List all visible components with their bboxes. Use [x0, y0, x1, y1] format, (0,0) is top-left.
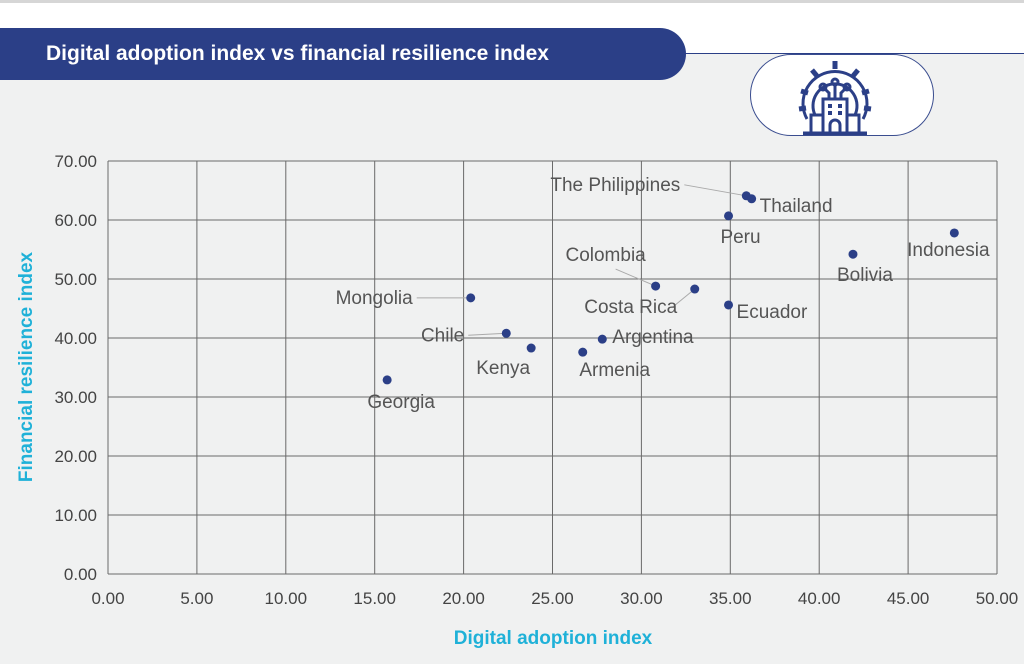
point-label: Colombia — [565, 245, 646, 266]
point-label: The Philippines — [550, 175, 680, 196]
header-divider — [660, 53, 1024, 54]
data-point — [651, 281, 661, 291]
data-point — [747, 194, 757, 204]
y-tick-label: 0.00 — [64, 565, 97, 584]
chart-title: Digital adoption index vs financial resi… — [0, 28, 686, 80]
x-tick-label: 15.00 — [353, 589, 396, 608]
point-label: Ecuador — [737, 302, 808, 323]
leader-line — [615, 268, 656, 287]
point-label: Chile — [421, 325, 464, 346]
leader-line — [684, 184, 747, 197]
y-tick-label: 60.00 — [54, 211, 97, 230]
point-label: Kenya — [476, 358, 530, 379]
data-point — [724, 211, 734, 221]
icon-badge — [750, 54, 934, 136]
gear-building-tech-icon — [798, 61, 872, 135]
point-label: Thailand — [760, 196, 833, 217]
data-point — [724, 300, 734, 310]
data-point — [690, 284, 700, 294]
data-point — [526, 343, 536, 353]
point-label: Peru — [720, 227, 760, 248]
x-tick-label: 25.00 — [531, 589, 574, 608]
y-tick-label: 50.00 — [54, 270, 97, 289]
x-axis-title: Digital adoption index — [454, 628, 653, 649]
leader-line — [468, 332, 507, 336]
x-tick-label: 30.00 — [620, 589, 663, 608]
data-point — [848, 249, 858, 259]
x-tick-label: 5.00 — [180, 589, 213, 608]
y-tick-label: 10.00 — [54, 506, 97, 525]
x-tick-label: 40.00 — [798, 589, 841, 608]
data-point — [949, 228, 959, 238]
data-point — [466, 293, 476, 303]
x-tick-label: 50.00 — [976, 589, 1019, 608]
point-label: Bolivia — [837, 265, 893, 286]
x-tick-label: 45.00 — [887, 589, 930, 608]
data-point — [578, 347, 588, 357]
data-point — [382, 375, 392, 385]
y-tick-label: 20.00 — [54, 447, 97, 466]
data-point — [501, 328, 511, 338]
y-axis-title: Financial resilience index — [16, 251, 37, 482]
point-label: Mongolia — [336, 288, 414, 309]
y-tick-label: 30.00 — [54, 388, 97, 407]
point-label: Armenia — [579, 360, 650, 381]
point-label: Indonesia — [907, 240, 990, 261]
x-tick-label: 20.00 — [442, 589, 485, 608]
x-tick-label: 35.00 — [709, 589, 752, 608]
point-label: Georgia — [367, 392, 435, 413]
leader-line — [672, 288, 696, 308]
y-tick-label: 40.00 — [54, 329, 97, 348]
y-tick-label: 70.00 — [54, 152, 97, 171]
point-label: Costa Rica — [584, 297, 677, 318]
point-label: Argentina — [612, 327, 694, 348]
data-point — [597, 334, 607, 344]
x-tick-label: 10.00 — [265, 589, 308, 608]
x-tick-label: 0.00 — [91, 589, 124, 608]
